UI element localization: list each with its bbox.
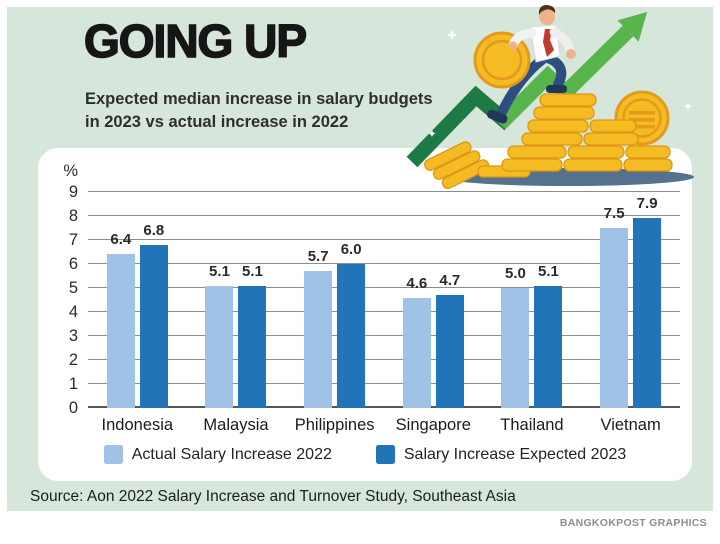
legend-swatch-1 [103,445,123,464]
value-label: 5.1 [538,262,559,280]
bar-group-vietnam: 7.5 7.9 Vietnam [600,195,662,434]
bar-group-indonesia: 6.4 6.8 Indonesia [102,222,174,434]
x-axis-label-philippines: Philippines [294,416,375,434]
gridline-7 [88,239,680,240]
y-tick-label-5: 5 [68,279,78,297]
bar-group-singapore: 4.6 4.7 Singapore [396,272,471,434]
legend-item-1: Actual Salary Increase 2022 [103,445,332,464]
y-tick-label-1: 1 [68,375,78,393]
x-axis-label-singapore: Singapore [395,416,471,434]
y-tick-label-4: 4 [68,303,78,321]
bar-groups: 6.4 6.8 Indonesia 5.1 5.1 Malaysia 5.7 6.0 Phili… [88,192,680,434]
gridline-0 [88,406,680,408]
bar-vietnam-series1: 7.5 [600,205,629,408]
value-label: 4.7 [439,272,461,290]
x-axis-label-vietnam: Vietnam [600,416,661,434]
x-axis-label-thailand: Thailand [500,416,564,434]
y-tick-label-2: 2 [68,351,78,369]
sparkle-icons [428,30,693,157]
bar-thailand-series2: 5.1 [534,263,563,408]
bar-malaysia-series1: 5.1 [205,263,234,408]
gridline-1 [88,383,680,384]
value-label: 5.7 [307,248,329,266]
bar-indonesia-series2: 6.8 [139,222,168,408]
x-axis-label-indonesia: Indonesia [101,416,174,434]
value-label: 6.4 [110,231,132,249]
y-tick-label-3: 3 [68,327,78,345]
bar-indonesia-series1: 6.4 [106,231,135,408]
legend-label-2: Salary Increase Expected 2023 [403,445,627,463]
value-label: 5.1 [209,262,230,280]
value-label: 6.8 [143,221,165,239]
legend-label-1: Actual Salary Increase 2022 [131,445,332,463]
bar-malaysia-series2: 5.1 [238,263,267,408]
running-man-coins-illustration [406,5,694,190]
bar-group-malaysia: 5.1 5.1 Malaysia [203,263,268,434]
bar-thailand-series1: 5.0 [501,265,530,408]
gridline-8 [88,215,680,216]
value-label: 4.6 [406,274,428,292]
subtitle-line-1: Expected median increase in salary budge… [85,90,433,108]
running-man [473,5,576,124]
value-label: 5.1 [242,262,263,280]
x-axis-label-malaysia: Malaysia [203,416,269,434]
y-tick-label-8: 8 [68,207,78,225]
legend: Actual Salary Increase 2022 Salary Increa… [38,445,692,464]
value-label: 7.9 [636,195,658,213]
y-tick-label-0: 0 [68,399,78,417]
chart-panel: % 9 8 7 6 5 4 3 2 1 0 6.4 6.8 Indonesia 5.1 5.1 Malays… [38,148,692,481]
source-note: Source: Aon 2022 Salary Increase and Tur… [30,488,516,505]
bar-group-thailand: 5.0 5.1 Thailand [500,263,563,434]
value-label: 5.0 [505,265,526,282]
y-tick-label-6: 6 [68,255,78,273]
subtitle-line-2: in 2023 vs actual increase in 2022 [85,113,349,132]
coin-stack [423,90,673,190]
subtitle: Expected median increase in salary budge… [85,88,433,134]
legend-item-2: Salary Increase Expected 2023 [375,445,627,464]
credit: BANGKOKPOST GRAPHICS [559,517,707,529]
value-label: 6.0 [340,241,362,258]
gridline-6 [88,263,680,264]
legend-swatch-2 [375,445,395,464]
value-label: 7.5 [603,205,625,222]
bar-group-philippines: 5.7 6.0 Philippines [295,241,375,434]
y-axis: 9 8 7 6 5 4 3 2 1 0 [50,182,78,422]
bar-singapore-series2: 4.7 [435,272,464,408]
bar-philippines-series1: 5.7 [304,248,333,408]
gridline-3 [88,335,680,336]
y-axis-unit-label: % [63,162,78,180]
bar-vietnam-series2: 7.9 [633,195,662,408]
gridline-2 [88,359,680,360]
bar-philippines-series2: 6.0 [337,241,366,408]
gridline-5 [88,287,680,288]
gridline-4 [88,311,680,312]
gridline-9 [88,191,680,192]
y-tick-label-9: 9 [68,183,78,201]
y-tick-label-7: 7 [68,231,78,249]
bar-singapore-series1: 4.6 [402,275,431,408]
plot-area: 6.4 6.8 Indonesia 5.1 5.1 Malaysia 5.7 6.0 Phili… [88,191,680,434]
page-title: GOING UP [83,14,308,68]
